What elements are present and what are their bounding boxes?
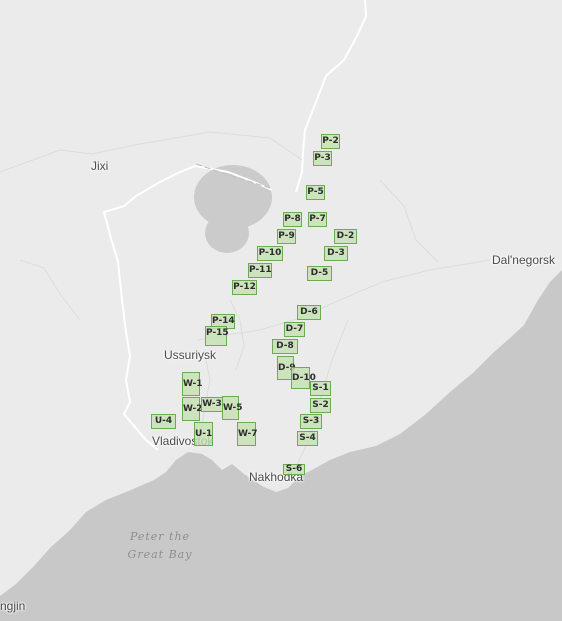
grid-cell-d7[interactable]: D-7 [284,322,305,337]
grid-cell-d8[interactable]: D-8 [272,339,298,354]
grid-cell-s2[interactable]: S-2 [310,398,331,413]
water-label-line: Great Bay [127,548,193,561]
grid-cell-s1[interactable]: S-1 [310,381,331,396]
grid-cell-p10[interactable]: P-10 [257,246,283,261]
grid-cell-p9[interactable]: P-9 [277,229,296,244]
city-label-jixi: Jixi [91,159,109,173]
grid-cell-d6[interactable]: D-6 [297,305,321,320]
grid-cell-p15[interactable]: P-15 [205,326,229,346]
sea-of-japan [0,270,562,621]
city-label-partial: ngjin [0,599,26,613]
grid-cell-p7[interactable]: P-7 [308,212,327,227]
grid-cell-p2[interactable]: P-2 [321,134,340,149]
lake-khanka-south [205,213,249,253]
grid-cell-s4[interactable]: S-4 [297,431,318,446]
grid-cell-p3[interactable]: P-3 [313,151,332,166]
grid-cell-w5[interactable]: W-5 [222,396,243,420]
grid-cell-d10[interactable]: D-10 [291,367,316,389]
grid-cell-s6[interactable]: S-6 [283,464,305,475]
border-line [102,0,368,451]
grid-cell-d2[interactable]: D-2 [334,229,357,244]
road-5 [379,179,439,263]
grid-cell-w1[interactable]: W-1 [182,372,203,396]
city-label-dalnegorsk: Dal'negorsk [492,253,555,267]
road-1 [0,131,303,173]
water-label-line: Peter the [129,530,191,543]
grid-cell-s3[interactable]: S-3 [300,414,322,429]
border-dash [195,163,271,189]
grid-cell-p5[interactable]: P-5 [306,185,325,200]
grid-cell-p12[interactable]: P-12 [232,280,257,295]
grid-cell-p8[interactable]: P-8 [283,212,302,227]
grid-cell-w2[interactable]: W-2 [182,397,203,421]
grid-cell-p11[interactable]: P-11 [248,263,272,278]
grid-cell-u4[interactable]: U-4 [151,414,176,429]
grid-cell-u1[interactable]: U-1 [194,422,213,446]
grid-cell-d3[interactable]: D-3 [324,246,348,261]
grid-cell-w7[interactable]: W-7 [237,422,258,446]
water-label-peter-the-great-bay: Peter the Great Bay [122,528,198,564]
city-label-ussuriysk: Ussuriysk [164,348,217,362]
grid-cell-d5[interactable]: D-5 [307,266,332,281]
grid-cell-w3[interactable]: W-3 [201,397,223,412]
road-7 [229,299,245,371]
road-6 [19,259,81,321]
